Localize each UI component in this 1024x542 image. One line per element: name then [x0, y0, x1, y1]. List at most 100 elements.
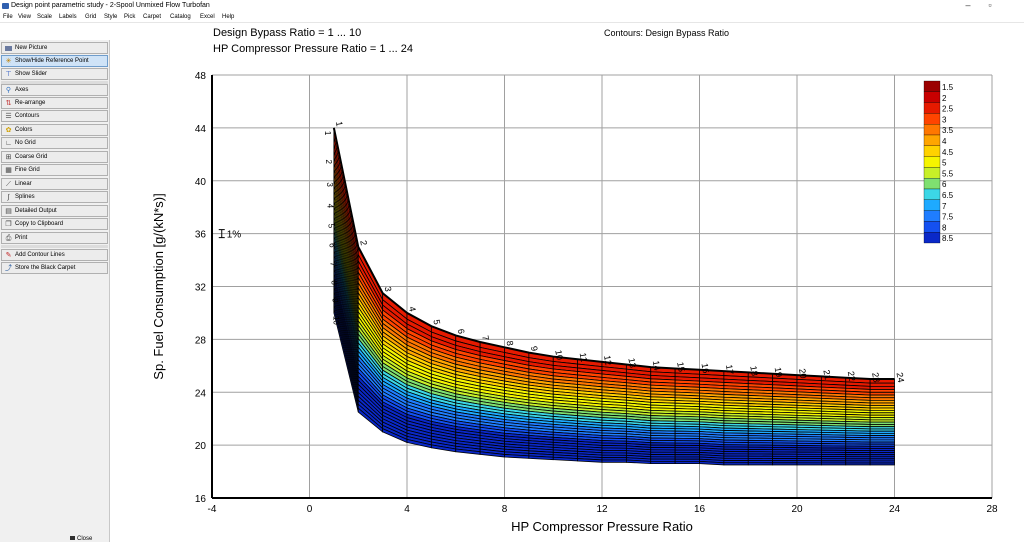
sidebar-item-label: Add Contour Lines: [15, 252, 65, 258]
menu-scale[interactable]: Scale: [37, 14, 53, 20]
carpet-cell: [601, 459, 627, 463]
splines-button[interactable]: ∫ Splines: [1, 191, 108, 203]
show-hide-reference-point-button[interactable]: ✳ Show/Hide Reference Point: [1, 55, 108, 67]
pressure-ratio-label: 10: [553, 349, 565, 361]
legend-swatch: [923, 221, 941, 233]
pressure-ratio-label: 14: [651, 360, 663, 372]
axes-button[interactable]: ⚲ Axes: [1, 84, 108, 96]
y-tick-label: 32: [195, 283, 207, 294]
carpet-cell: [772, 462, 798, 466]
bypass-ratio-label: 6: [328, 243, 337, 248]
maximize-button[interactable]: ▫: [988, 0, 992, 10]
carpet-cell: [869, 382, 895, 387]
x-tick-label: 20: [791, 504, 803, 515]
sidebar-item-label: Re-arrange: [15, 100, 46, 106]
legend-label: 4: [942, 137, 947, 146]
linear-icon: ⟋: [6, 181, 11, 188]
sidebar-item-label: Axes: [15, 87, 29, 93]
menu-excel[interactable]: Excel: [200, 14, 215, 20]
pressure-ratio-label: 12: [602, 354, 614, 366]
carpet-cell: [723, 462, 749, 466]
print-button[interactable]: ⎙ Print: [1, 232, 108, 244]
y-tick-label: 40: [195, 177, 207, 188]
close-button[interactable]: Close: [70, 536, 92, 542]
legend-swatch: [923, 210, 941, 222]
x-tick-label: 0: [307, 504, 313, 515]
add-contour-lines-button[interactable]: ✎ Add Contour Lines: [1, 249, 108, 261]
legend-swatch: [923, 232, 941, 244]
sidebar-item-label: No Grid: [15, 140, 36, 146]
detailed-output-icon: ▤: [5, 208, 12, 215]
y-tick-label: 36: [195, 230, 207, 241]
minimize-button[interactable]: –: [965, 0, 971, 10]
pressure-ratio-label: 7: [480, 335, 491, 342]
menu-grid[interactable]: Grid: [85, 14, 97, 20]
x-tick-label: 12: [596, 504, 608, 515]
carpet-cell: [820, 462, 847, 466]
menu-file[interactable]: File: [3, 14, 13, 20]
x-tick-label: 16: [694, 504, 706, 515]
y-tick-label: 16: [195, 494, 207, 505]
coarse-grid-button[interactable]: ⊞ Coarse Grid: [1, 151, 108, 163]
add-contour-icon: ✎: [5, 252, 12, 259]
x-tick-label: -4: [208, 504, 217, 515]
fine-grid-button[interactable]: ▦ Fine Grid: [1, 164, 108, 176]
chart-area: Design Bypass Ratio = 1 ... 10 HP Compre…: [111, 23, 1024, 542]
sidebar-divider: [1, 245, 108, 248]
chart-subtitle-bypass-ratio: Design Bypass Ratio = 1 ... 10: [213, 27, 362, 39]
pressure-ratio-label: 16: [700, 362, 712, 374]
sidebar-item-label: Splines: [15, 194, 35, 200]
carpet-cell: [869, 394, 895, 399]
legend-label: 2: [942, 94, 947, 103]
menu-style[interactable]: Style: [104, 14, 118, 20]
contours-button[interactable]: ☰ Contours: [1, 110, 108, 122]
no-grid-button[interactable]: ∟ No Grid: [1, 137, 108, 149]
show-slider-button[interactable]: ⊤ Show Slider: [1, 68, 108, 80]
x-tick-label: 28: [986, 504, 998, 515]
colors-button[interactable]: ✿ Colors: [1, 124, 108, 136]
sidebar-item-label: Fine Grid: [15, 167, 40, 173]
close-icon: [70, 536, 75, 540]
coarse-grid-icon: ⊞: [5, 154, 12, 161]
pressure-ratio-label: 18: [748, 365, 760, 377]
legend-label: 6: [942, 180, 947, 189]
sidebar: New Picture ✳ Show/Hide Reference Point …: [0, 40, 110, 542]
menu-catalog[interactable]: Catalog: [170, 14, 191, 20]
new-picture-button[interactable]: New Picture: [1, 42, 108, 54]
y-tick-label: 24: [195, 388, 207, 399]
menu-pick[interactable]: Pick: [124, 14, 136, 20]
legend-label: 3.5: [942, 126, 954, 135]
store-black-carpet-button[interactable]: ⤴ Store the Black Carpet: [1, 262, 108, 274]
legend-label: 5: [942, 159, 947, 168]
reference-point-icon: ✳: [5, 58, 12, 65]
window-title: Design point parametric study - 2-Spool …: [11, 2, 210, 9]
legend-swatch: [923, 188, 941, 200]
window-titlebar: Design point parametric study - 2-Spool …: [0, 0, 1024, 12]
pressure-ratio-label: 19: [773, 366, 785, 378]
pressure-ratio-label: 15: [675, 361, 687, 373]
legend-label: 4.5: [942, 148, 954, 157]
reference-point-label: 1%: [227, 230, 242, 241]
menu-view[interactable]: View: [18, 14, 31, 20]
legend-swatch: [923, 178, 941, 190]
detailed-output-button[interactable]: ▤ Detailed Output: [1, 205, 108, 217]
linear-button[interactable]: ⟋ Linear: [1, 178, 108, 190]
legend-swatch: [923, 134, 941, 146]
legend-swatch: [923, 102, 941, 114]
rearrange-button[interactable]: ⇅ Re-arrange: [1, 97, 108, 109]
carpet-cell: [747, 462, 774, 466]
menu-bar: File View Scale Labels Grid Style Pick C…: [0, 12, 1024, 23]
carpet-cell: [869, 385, 895, 390]
pressure-ratio-label: 3: [383, 286, 394, 293]
legend-label: 7.5: [942, 213, 954, 222]
bypass-ratio-label: 3: [325, 182, 334, 187]
menu-carpet[interactable]: Carpet: [143, 14, 162, 20]
copy-to-clipboard-button[interactable]: ❐ Copy to Clipboard: [1, 218, 108, 230]
menu-labels[interactable]: Labels: [59, 14, 77, 20]
carpet-cell: [869, 391, 895, 396]
sidebar-item-label: Linear: [15, 181, 32, 187]
menu-help[interactable]: Help: [222, 14, 235, 20]
y-tick-label: 20: [195, 441, 207, 452]
sidebar-item-label: Show Slider: [15, 71, 48, 77]
